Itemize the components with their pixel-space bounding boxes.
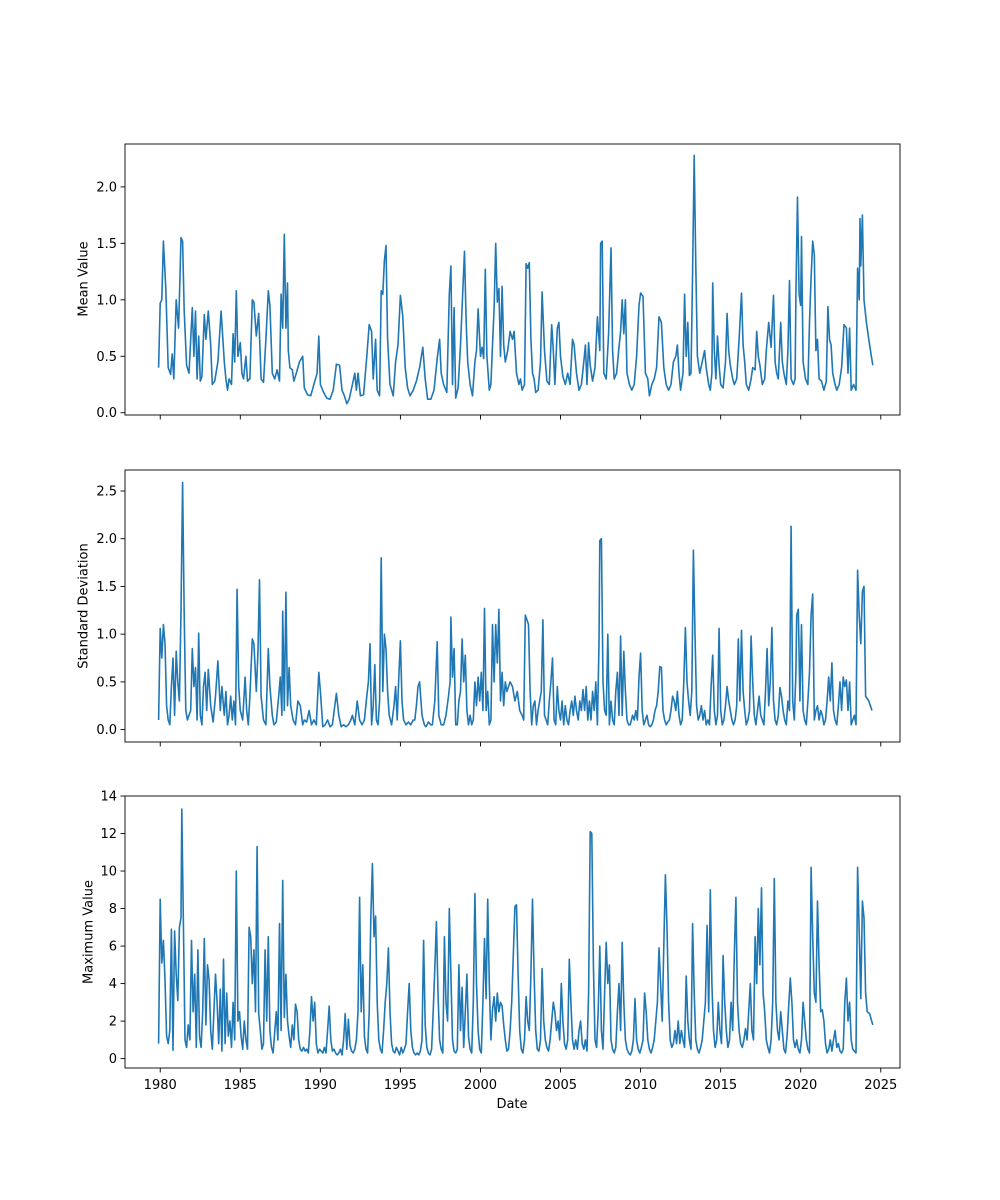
y-tick-label: 1.5 [96,237,117,252]
y-tick-label: 4 [109,977,117,992]
x-tick-label: 1980 [144,1078,177,1093]
axes-frame-standard-deviation [124,469,901,743]
y-tick-label: 2.0 [96,532,117,547]
y-tick-label: 8 [109,902,117,917]
x-tick-label: 2000 [464,1078,497,1093]
y-tick-label: 2.0 [96,180,117,195]
y-tick-label: 14 [100,790,117,805]
y-tick-label: 10 [100,865,117,880]
y-tick-label: 1.5 [96,580,117,595]
x-tick-label: 2025 [864,1078,897,1093]
series-line-standard-deviation [157,481,873,728]
y-tick-label: 0 [109,1052,117,1067]
x-tick-label: 2010 [624,1078,657,1093]
x-tick-label: 1985 [224,1078,257,1093]
x-axis-label: Date [496,1097,527,1112]
y-tick-label: 2.5 [96,484,117,499]
y-tick-label: 2 [109,1015,117,1030]
subplot-mean-value: 0.0 0.5 1.0 1.5 2.0 Mean Value [77,143,901,421]
y-tick-label: 0.5 [96,675,117,690]
y-tick-label: 0.5 [96,350,117,365]
subplot-standard-deviation: 0.0 0.5 1.0 1.5 2.0 2.5 Standard Deviation [77,469,901,747]
y-tick-label: 0.0 [96,406,117,421]
series-line-mean-value [157,154,874,405]
x-tick-label: 1995 [384,1078,417,1093]
axes-frame-maximum-value [124,795,901,1069]
y-tick-label: 1.0 [96,293,117,308]
y-tick-label: 1.0 [96,628,117,643]
y-axis-label-mean-value: Mean Value [77,241,92,316]
y-axis-label-standard-deviation: Standard Deviation [77,543,92,668]
y-tick-label: 12 [100,827,117,842]
subplot-maximum-value: 1980 1985 1990 1995 2000 2005 2010 2015 2020 2025… [82,790,901,1093]
plot-area-maximum-value: 1980 1985 1990 1995 2000 2005 2010 2015 2020 2025… [100,790,901,1093]
axes-frame-mean-value [124,143,901,416]
plot-area-standard-deviation: 0.0 0.5 1.0 1.5 2.0 2.5 [96,469,901,747]
plot-area-mean-value: 0.0 0.5 1.0 1.5 2.0 [96,143,901,421]
series-line-maximum-value [157,808,874,1056]
y-tick-label: 0.0 [96,723,117,738]
y-axis-label-maximum-value: Maximum Value [82,880,97,984]
x-tick-label: 2005 [544,1078,577,1093]
x-tick-label: 1990 [304,1078,337,1093]
x-tick-label: 2015 [704,1078,737,1093]
x-tick-label: 2020 [784,1078,817,1093]
y-tick-label: 6 [109,940,117,955]
